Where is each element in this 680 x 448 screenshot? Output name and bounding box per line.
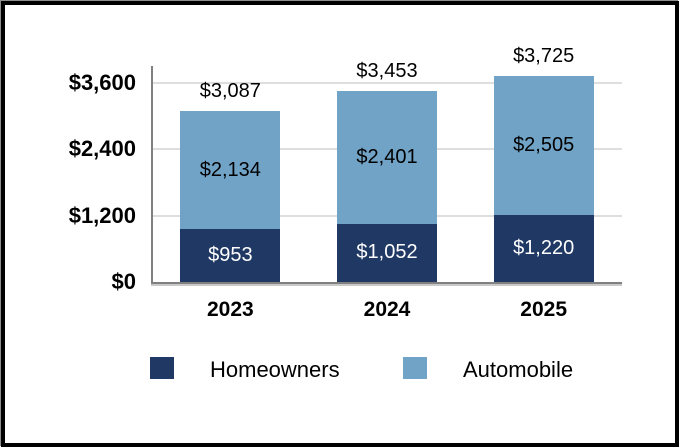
bar-segment-automobile-2023 [180, 111, 281, 230]
legend-swatch-automobile [403, 357, 427, 379]
legend-label-homeowners: Homeowners [210, 357, 340, 382]
homeowners-value-label: $1,220 [513, 236, 575, 259]
bar-segment-homeowners-2023 [180, 229, 281, 282]
total-value-label: $3,453 [356, 60, 418, 83]
y-axis-tick-label: $0 [111, 269, 136, 294]
gridline [152, 82, 622, 84]
x-axis-label-2025: 2025 [520, 298, 568, 321]
homeowners-value-label: $953 [208, 244, 253, 267]
automobile-value-label: $2,401 [356, 145, 418, 168]
y-axis-line [151, 66, 153, 284]
bar-segment-homeowners-2024 [337, 223, 437, 282]
x-axis-label-2024: 2024 [363, 298, 411, 321]
bar-segment-automobile-2025 [493, 76, 594, 215]
stacked-bar-chart: $0 $1,200 $2,400 $3,600 $2,134 $953 $3,087 $2,… [5, 5, 675, 443]
x-axis-line [151, 282, 622, 284]
y-axis-tick-label: $1,200 [68, 202, 136, 228]
y-axis-tick-label: $3,600 [68, 70, 136, 95]
automobile-value-label: $2,134 [199, 158, 261, 181]
legend-swatch-homeowners [150, 357, 174, 379]
legend-label-automobile: Automobile [463, 357, 574, 382]
homeowners-value-label: $1,052 [356, 241, 418, 264]
bar-segment-homeowners-2025 [493, 214, 594, 282]
automobile-value-label: $2,505 [513, 133, 575, 156]
total-value-label: $3,725 [513, 45, 575, 68]
total-value-label: $3,087 [199, 80, 261, 103]
y-axis-tick-label: $2,400 [68, 136, 136, 162]
bar-segment-automobile-2024 [337, 91, 437, 224]
x-axis-label-2023: 2023 [206, 298, 254, 321]
